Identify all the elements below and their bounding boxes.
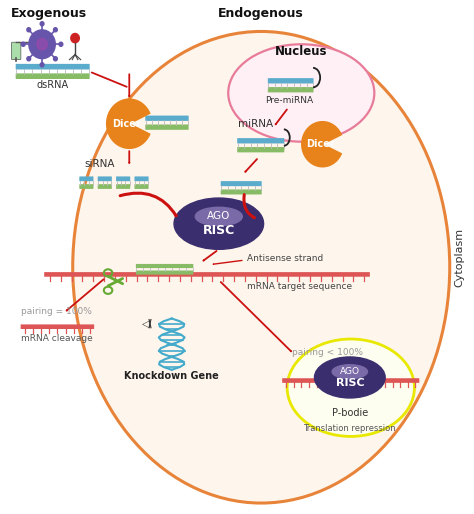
FancyBboxPatch shape xyxy=(221,190,262,194)
Text: Pre-miRNA: Pre-miRNA xyxy=(265,96,314,104)
Text: mRNA target sequence: mRNA target sequence xyxy=(247,282,352,290)
Text: RISC: RISC xyxy=(203,224,235,237)
Polygon shape xyxy=(302,122,341,167)
Text: Translation repression: Translation repression xyxy=(303,424,396,433)
Ellipse shape xyxy=(37,39,47,50)
Text: AGO: AGO xyxy=(207,211,230,221)
FancyBboxPatch shape xyxy=(16,64,90,69)
FancyBboxPatch shape xyxy=(237,147,284,152)
FancyBboxPatch shape xyxy=(44,272,370,277)
Ellipse shape xyxy=(71,33,79,43)
FancyBboxPatch shape xyxy=(11,42,21,60)
FancyBboxPatch shape xyxy=(282,378,419,383)
Text: P-bodie: P-bodie xyxy=(332,408,368,418)
Ellipse shape xyxy=(59,42,63,46)
FancyBboxPatch shape xyxy=(21,324,94,329)
Text: RISC: RISC xyxy=(336,378,364,388)
FancyBboxPatch shape xyxy=(116,184,130,189)
Text: Dicer: Dicer xyxy=(112,119,141,128)
FancyBboxPatch shape xyxy=(98,176,112,181)
Text: siRNA: siRNA xyxy=(84,159,115,169)
Ellipse shape xyxy=(40,63,44,67)
FancyBboxPatch shape xyxy=(79,184,93,189)
Text: Knockdown Gene: Knockdown Gene xyxy=(124,371,219,381)
Ellipse shape xyxy=(29,30,55,59)
Ellipse shape xyxy=(27,57,31,61)
FancyBboxPatch shape xyxy=(135,176,148,181)
Text: Nucleus: Nucleus xyxy=(275,45,328,59)
Text: pairing = 100%: pairing = 100% xyxy=(21,307,92,316)
Text: pairing < 100%: pairing < 100% xyxy=(292,348,363,357)
FancyBboxPatch shape xyxy=(116,176,130,181)
Text: AGO: AGO xyxy=(340,367,360,376)
Ellipse shape xyxy=(27,28,31,32)
Ellipse shape xyxy=(73,31,450,503)
FancyBboxPatch shape xyxy=(135,184,148,189)
Text: Cytoplasm: Cytoplasm xyxy=(454,227,464,287)
FancyBboxPatch shape xyxy=(98,184,112,189)
FancyBboxPatch shape xyxy=(146,124,189,130)
Ellipse shape xyxy=(40,22,44,26)
FancyBboxPatch shape xyxy=(237,138,284,143)
Ellipse shape xyxy=(54,57,57,61)
FancyBboxPatch shape xyxy=(146,116,189,121)
FancyBboxPatch shape xyxy=(221,181,262,186)
Text: ◁: ◁ xyxy=(142,319,149,328)
Ellipse shape xyxy=(195,207,242,226)
Ellipse shape xyxy=(21,42,25,46)
Text: Antisense strand: Antisense strand xyxy=(247,254,323,263)
FancyBboxPatch shape xyxy=(136,264,193,268)
Ellipse shape xyxy=(314,357,385,398)
FancyBboxPatch shape xyxy=(136,270,193,274)
Text: dsRNA: dsRNA xyxy=(37,80,69,90)
FancyBboxPatch shape xyxy=(268,78,313,83)
Ellipse shape xyxy=(332,365,367,379)
Polygon shape xyxy=(107,99,150,149)
Text: miRNA: miRNA xyxy=(237,119,273,129)
Ellipse shape xyxy=(228,44,374,142)
FancyBboxPatch shape xyxy=(79,176,93,181)
Ellipse shape xyxy=(54,28,57,32)
Ellipse shape xyxy=(174,198,264,249)
Text: mRNA cleavage: mRNA cleavage xyxy=(21,334,92,343)
Text: Dicer: Dicer xyxy=(306,139,335,149)
Text: Endogenous: Endogenous xyxy=(219,7,304,20)
FancyBboxPatch shape xyxy=(16,74,90,79)
Ellipse shape xyxy=(287,339,414,436)
Text: Exogenous: Exogenous xyxy=(11,7,87,20)
FancyBboxPatch shape xyxy=(268,87,313,93)
